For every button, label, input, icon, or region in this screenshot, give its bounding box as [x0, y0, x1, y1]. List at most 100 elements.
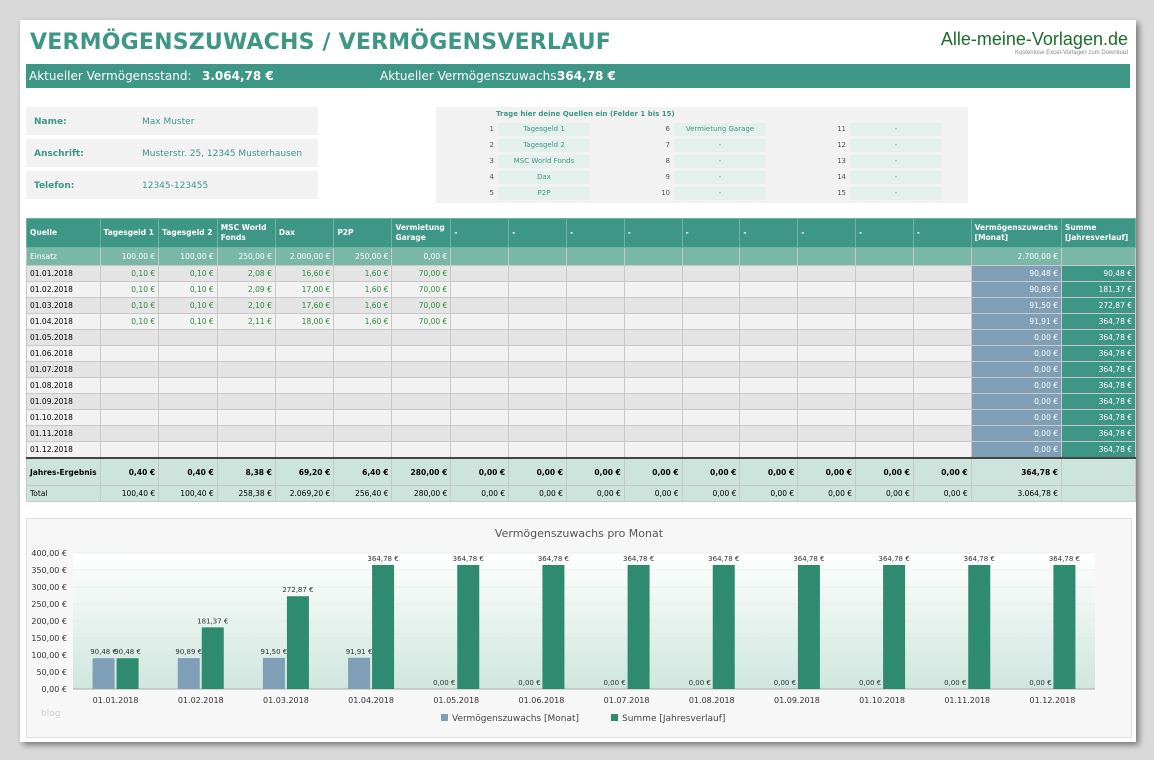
name-cell[interactable]: Max Muster — [142, 117, 195, 127]
empty-cell[interactable] — [912, 297, 972, 314]
source-name-cell[interactable]: - — [850, 187, 942, 200]
date-cell[interactable]: 01.06.2018 — [26, 345, 101, 362]
source-name-cell[interactable]: P2P — [498, 187, 590, 200]
empty-cell[interactable] — [855, 425, 914, 442]
empty-cell[interactable] — [681, 265, 741, 282]
value-cell[interactable] — [333, 441, 393, 459]
empty-cell[interactable] — [912, 425, 972, 442]
value-cell[interactable] — [333, 377, 393, 394]
value-cell[interactable]: 0,10 € — [158, 265, 218, 282]
value-cell[interactable] — [216, 345, 276, 362]
empty-cell[interactable] — [450, 361, 510, 378]
empty-cell[interactable] — [508, 425, 567, 442]
empty-cell[interactable] — [855, 393, 914, 410]
source-name-cell[interactable]: - — [674, 171, 766, 184]
empty-cell[interactable] — [739, 345, 799, 362]
einsatz-cell[interactable] — [855, 247, 914, 266]
value-cell[interactable] — [99, 377, 160, 394]
value-cell[interactable]: 2,09 € — [216, 281, 276, 298]
empty-cell[interactable] — [681, 297, 741, 314]
value-cell[interactable] — [274, 441, 335, 459]
value-cell[interactable] — [391, 441, 452, 459]
empty-cell[interactable] — [508, 281, 567, 298]
empty-cell[interactable] — [623, 297, 683, 314]
value-cell[interactable]: 70,00 € — [391, 297, 452, 314]
empty-cell[interactable] — [739, 425, 799, 442]
empty-cell[interactable] — [739, 329, 799, 346]
value-cell[interactable] — [158, 425, 218, 442]
source-name-cell[interactable]: - — [674, 187, 766, 200]
date-cell[interactable]: 01.02.2018 — [26, 281, 101, 298]
value-cell[interactable] — [99, 361, 160, 378]
value-cell[interactable] — [274, 409, 335, 426]
phone-cell[interactable]: 12345-123455 — [142, 181, 209, 191]
empty-cell[interactable] — [681, 441, 741, 459]
empty-cell[interactable] — [681, 377, 741, 394]
value-cell[interactable] — [391, 345, 452, 362]
empty-cell[interactable] — [797, 313, 857, 330]
empty-cell[interactable] — [797, 345, 857, 362]
empty-cell[interactable] — [508, 265, 567, 282]
empty-cell[interactable] — [681, 361, 741, 378]
empty-cell[interactable] — [681, 281, 741, 298]
empty-cell[interactable] — [450, 329, 510, 346]
value-cell[interactable]: 2,08 € — [216, 265, 276, 282]
value-cell[interactable]: 70,00 € — [391, 281, 452, 298]
empty-cell[interactable] — [797, 441, 857, 459]
einsatz-cell[interactable]: 250,00 € — [333, 247, 393, 266]
empty-cell[interactable] — [739, 393, 799, 410]
value-cell[interactable] — [216, 329, 276, 346]
empty-cell[interactable] — [623, 377, 683, 394]
source-name-cell[interactable]: - — [850, 171, 942, 184]
date-cell[interactable]: 01.01.2018 — [26, 265, 101, 282]
brand-name[interactable]: Alle-meine-Vorlagen.de — [940, 29, 1128, 49]
value-cell[interactable] — [333, 409, 393, 426]
value-cell[interactable] — [274, 345, 335, 362]
value-cell[interactable] — [99, 329, 160, 346]
empty-cell[interactable] — [855, 281, 914, 298]
empty-cell[interactable] — [739, 409, 799, 426]
empty-cell[interactable] — [855, 441, 914, 459]
value-cell[interactable]: 2,11 € — [216, 313, 276, 330]
empty-cell[interactable] — [450, 281, 510, 298]
empty-cell[interactable] — [912, 313, 972, 330]
date-cell[interactable]: 01.08.2018 — [26, 377, 101, 394]
empty-cell[interactable] — [681, 313, 741, 330]
empty-cell[interactable] — [565, 265, 625, 282]
empty-cell[interactable] — [855, 361, 914, 378]
value-cell[interactable] — [158, 393, 218, 410]
empty-cell[interactable] — [739, 265, 799, 282]
empty-cell[interactable] — [739, 377, 799, 394]
empty-cell[interactable] — [565, 393, 625, 410]
empty-cell[interactable] — [797, 377, 857, 394]
value-cell[interactable]: 2,10 € — [216, 297, 276, 314]
einsatz-cell[interactable]: 250,00 € — [216, 247, 276, 266]
empty-cell[interactable] — [450, 425, 510, 442]
empty-cell[interactable] — [912, 281, 972, 298]
value-cell[interactable] — [391, 393, 452, 410]
value-cell[interactable]: 0,10 € — [158, 313, 218, 330]
empty-cell[interactable] — [565, 361, 625, 378]
value-cell[interactable] — [158, 409, 218, 426]
value-cell[interactable] — [391, 329, 452, 346]
date-cell[interactable]: 01.07.2018 — [26, 361, 101, 378]
value-cell[interactable] — [391, 377, 452, 394]
value-cell[interactable] — [216, 377, 276, 394]
empty-cell[interactable] — [508, 313, 567, 330]
empty-cell[interactable] — [623, 329, 683, 346]
source-name-cell[interactable]: - — [850, 139, 942, 152]
value-cell[interactable] — [99, 425, 160, 442]
empty-cell[interactable] — [797, 329, 857, 346]
empty-cell[interactable] — [797, 409, 857, 426]
empty-cell[interactable] — [912, 329, 972, 346]
empty-cell[interactable] — [739, 297, 799, 314]
value-cell[interactable] — [216, 393, 276, 410]
value-cell[interactable]: 70,00 € — [391, 265, 452, 282]
empty-cell[interactable] — [450, 377, 510, 394]
empty-cell[interactable] — [623, 281, 683, 298]
empty-cell[interactable] — [508, 441, 567, 459]
einsatz-cell[interactable] — [565, 247, 625, 266]
value-cell[interactable]: 18,00 € — [274, 313, 335, 330]
empty-cell[interactable] — [855, 409, 914, 426]
empty-cell[interactable] — [623, 441, 683, 459]
